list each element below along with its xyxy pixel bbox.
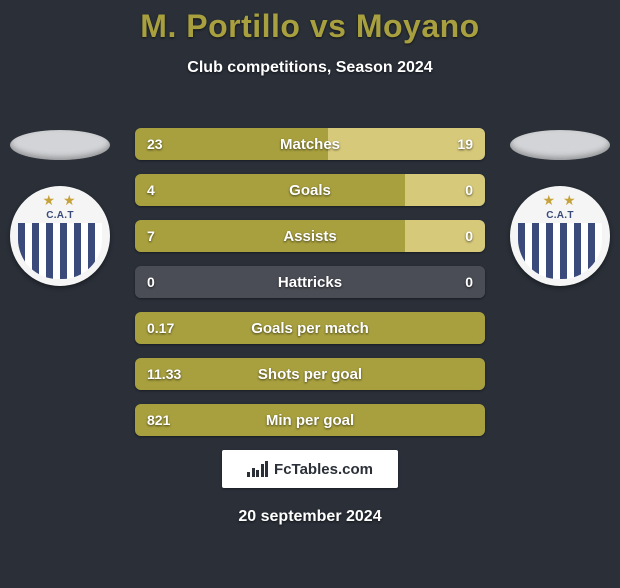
badge-text: C.A.T [546, 210, 574, 221]
stat-bar-right [310, 266, 485, 298]
stat-bar-right [328, 128, 486, 160]
stat-bar: 2319Matches [135, 128, 485, 160]
stat-bar-left [135, 128, 328, 160]
stat-bar-left [135, 404, 485, 436]
left-club-badge: ★ ★ C.A.T [10, 186, 110, 286]
stat-bar-left [135, 358, 485, 390]
fctables-badge: FcTables.com [222, 450, 398, 488]
stat-bar: 0.17Goals per match [135, 312, 485, 344]
stat-bar: 70Assists [135, 220, 485, 252]
stat-bar: 40Goals [135, 174, 485, 206]
stat-bar: 11.33Shots per goal [135, 358, 485, 390]
star-icon: ★ ★ [543, 192, 578, 209]
stat-bar-left [135, 312, 485, 344]
badge-stripes [18, 223, 102, 279]
fctables-label: FcTables.com [274, 461, 373, 478]
stat-bar-right [405, 174, 486, 206]
star-icon: ★ ★ [43, 192, 78, 209]
right-player-disc [510, 130, 610, 160]
stat-bar-right [405, 220, 486, 252]
stat-bar: 821Min per goal [135, 404, 485, 436]
stat-bar-left [135, 266, 310, 298]
date: 20 september 2024 [0, 508, 620, 526]
subtitle: Club competitions, Season 2024 [0, 59, 620, 77]
stat-bar-left [135, 174, 405, 206]
stat-bar-left [135, 220, 405, 252]
badge-stripes [518, 223, 602, 279]
page-title: M. Portillo vs Moyano [0, 8, 620, 45]
left-player-disc [10, 130, 110, 160]
right-club-badge: ★ ★ C.A.T [510, 186, 610, 286]
comparison-bars: 2319Matches 40Goals 70Assists 00Hattricks 0.… [135, 128, 485, 450]
stat-bar: 00Hattricks [135, 266, 485, 298]
bar-chart-icon [247, 461, 268, 477]
badge-text: C.A.T [46, 210, 74, 221]
